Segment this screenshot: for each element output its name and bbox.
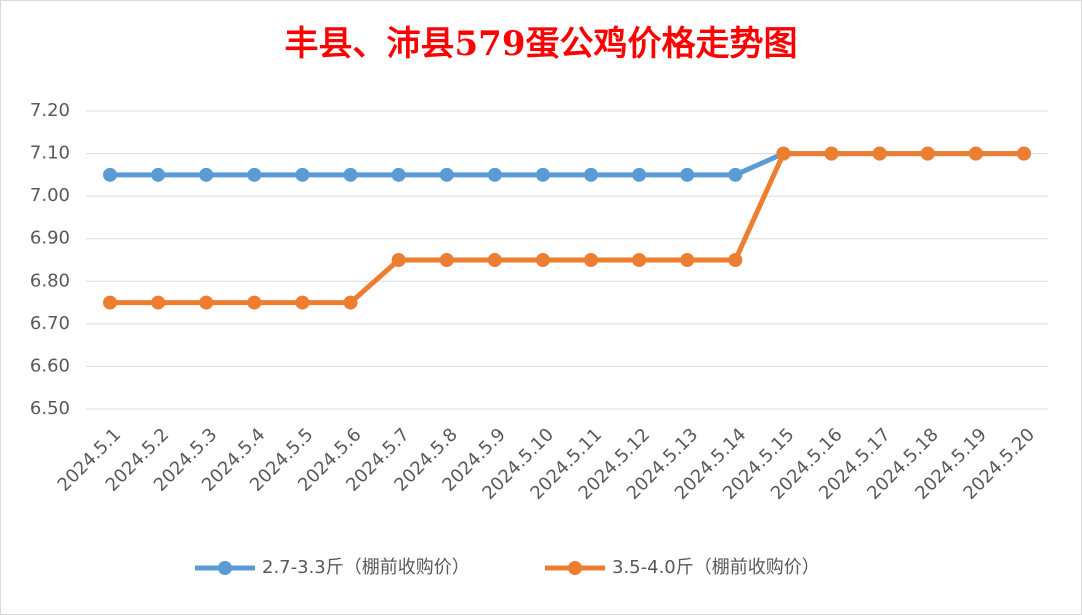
legend-marker (568, 561, 582, 575)
y-tick-label: 6.80 (30, 270, 70, 291)
series-marker (728, 253, 743, 267)
series-marker (343, 295, 358, 310)
series-marker (632, 253, 647, 267)
series-marker (439, 167, 454, 182)
series-marker (199, 295, 214, 310)
legend-label: 3.5-4.0斤（棚前收购价） (612, 557, 820, 578)
series-marker (824, 146, 839, 161)
y-tick-label: 6.90 (30, 228, 70, 249)
series-marker (535, 167, 550, 182)
series-marker (487, 253, 502, 267)
series-marker (872, 146, 887, 161)
series-marker (391, 253, 406, 267)
series-marker (199, 167, 214, 182)
series-marker (584, 167, 599, 182)
legend-label: 2.7-3.3斤（棚前收购价） (262, 557, 470, 578)
series-marker (247, 295, 262, 310)
series-marker (487, 167, 502, 182)
series-marker (247, 167, 262, 182)
series-marker (103, 167, 118, 182)
series-marker (1016, 146, 1031, 161)
series-marker (535, 253, 550, 267)
series-marker (391, 167, 406, 182)
series-line (110, 151, 1024, 306)
series-marker (920, 146, 935, 161)
series-marker (632, 167, 647, 182)
series-marker (295, 295, 310, 310)
y-tick-label: 6.60 (30, 355, 70, 376)
y-tick-label: 7.00 (30, 185, 70, 206)
series-marker (295, 167, 310, 182)
legend-marker (218, 561, 232, 575)
series-marker (776, 146, 791, 161)
series-marker (103, 295, 118, 310)
y-tick-label: 6.50 (30, 398, 70, 419)
series-marker (584, 253, 599, 267)
series-marker (728, 167, 743, 182)
series-marker (968, 146, 983, 161)
chart-title: 丰县、沛县579蛋公鸡价格走势图 (285, 24, 798, 64)
series-marker (439, 253, 454, 267)
y-tick-label: 7.10 (30, 143, 70, 164)
y-tick-label: 6.70 (30, 313, 70, 334)
series-marker (343, 167, 358, 182)
series-marker (680, 253, 695, 267)
series-marker (151, 167, 166, 182)
y-tick-label: 7.20 (30, 100, 70, 121)
series-marker (151, 295, 166, 310)
series-marker (680, 167, 695, 182)
